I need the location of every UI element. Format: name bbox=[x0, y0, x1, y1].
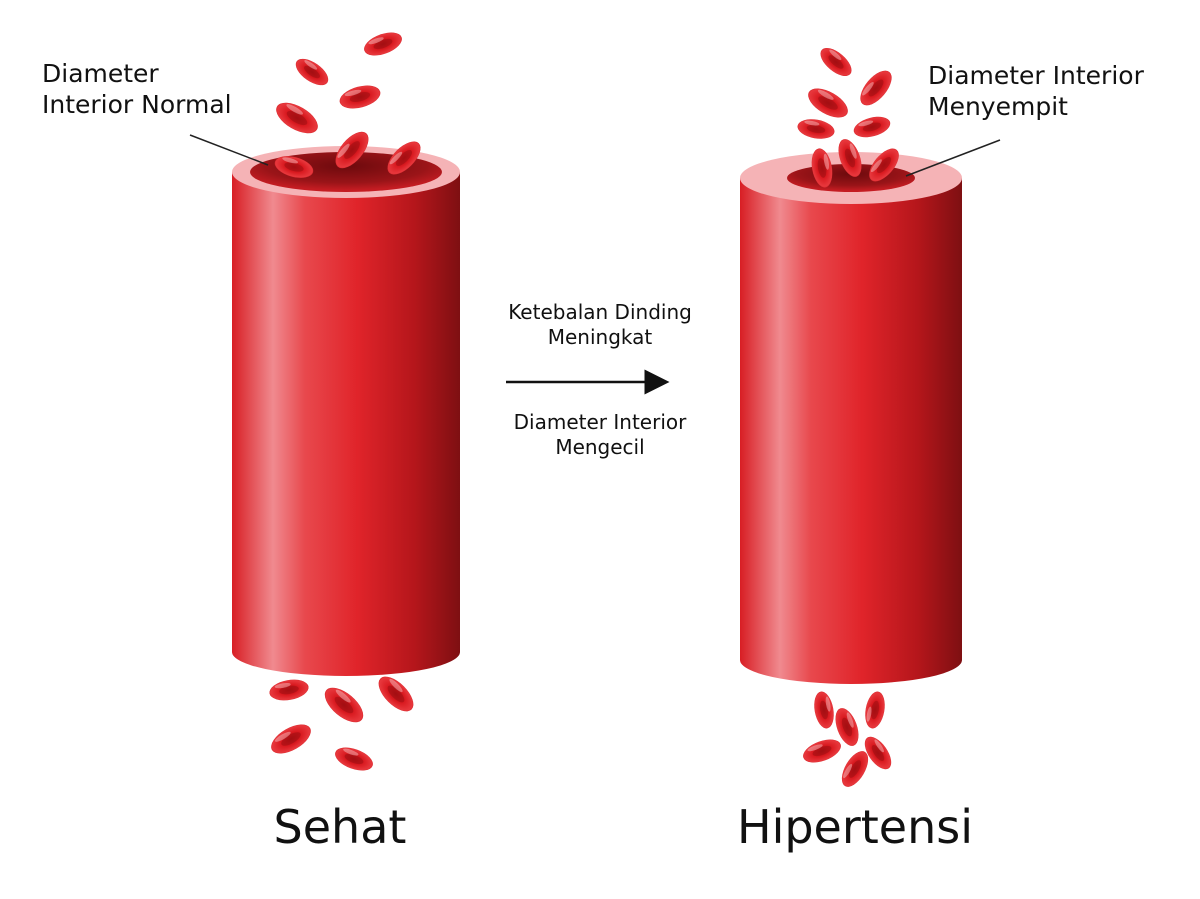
red-blood-cells-healthy-top bbox=[271, 27, 427, 182]
transition-top-line2: Meningkat bbox=[547, 325, 653, 349]
label-narrow-line1: Diameter Interior bbox=[928, 61, 1144, 90]
label-normal-line2: Interior Normal bbox=[42, 90, 232, 120]
label-normal-line1: Diameter bbox=[42, 59, 159, 88]
hypertension-vessel bbox=[740, 152, 962, 684]
label-narrow-line2: Menyempit bbox=[928, 92, 1068, 122]
transition-bottom-text: Diameter Interior Mengecil bbox=[480, 410, 720, 460]
transition-top-text: Ketebalan Dinding Meningkat bbox=[480, 300, 720, 350]
transition-bottom-line1: Diameter Interior bbox=[513, 410, 687, 434]
transition-bottom-line2: Mengecil bbox=[555, 435, 645, 459]
caption-hypertension: Hipertensi bbox=[736, 800, 974, 854]
transition-top-line1: Ketebalan Dinding bbox=[508, 300, 692, 324]
red-blood-cells-hypertension-bottom bbox=[800, 689, 897, 792]
healthy-vessel bbox=[232, 146, 460, 676]
red-blood-cells-hypertension-top bbox=[795, 42, 905, 190]
leader-line-normal bbox=[189, 134, 269, 166]
caption-healthy: Sehat bbox=[273, 800, 407, 854]
label-normal-diameter: Diameter Interior Normal bbox=[42, 58, 232, 121]
label-narrow-diameter: Diameter Interior Menyempit bbox=[928, 60, 1144, 123]
leader-line-narrow bbox=[905, 139, 1001, 177]
red-blood-cells-healthy-bottom bbox=[266, 670, 420, 776]
